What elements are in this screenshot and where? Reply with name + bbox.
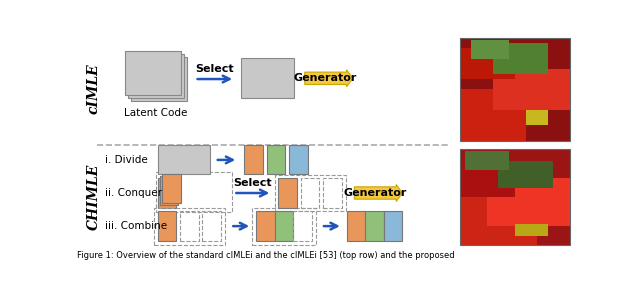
Bar: [460, 163, 515, 197]
Bar: [202, 212, 221, 241]
Bar: [460, 149, 570, 245]
Bar: [460, 149, 570, 245]
Bar: [157, 212, 176, 241]
Bar: [460, 188, 537, 245]
Text: ii. Conquer: ii. Conquer: [105, 188, 162, 198]
Polygon shape: [355, 185, 403, 202]
Text: i. Divide: i. Divide: [105, 155, 148, 165]
Polygon shape: [305, 70, 353, 87]
Bar: [471, 40, 509, 59]
Text: Select: Select: [196, 64, 234, 74]
Bar: [241, 58, 294, 98]
Bar: [493, 43, 548, 74]
Bar: [275, 175, 346, 212]
Bar: [526, 110, 548, 125]
Bar: [465, 151, 509, 170]
Bar: [460, 89, 526, 141]
Bar: [515, 224, 548, 236]
Bar: [162, 174, 180, 203]
Bar: [293, 212, 312, 241]
Text: CHIMLE: CHIMLE: [87, 164, 101, 230]
Text: Figure 1: Overview of the standard cIMLEi and the cIMLEi [53] (top row) and the : Figure 1: Overview of the standard cIMLE…: [77, 251, 455, 260]
Bar: [460, 38, 570, 141]
Bar: [347, 212, 365, 241]
Bar: [267, 144, 285, 174]
Bar: [499, 161, 554, 188]
Bar: [154, 208, 225, 245]
Bar: [384, 212, 403, 241]
Bar: [160, 176, 179, 205]
Bar: [131, 57, 187, 101]
Bar: [128, 54, 184, 98]
Bar: [289, 144, 308, 174]
Bar: [256, 212, 275, 241]
Bar: [460, 38, 570, 141]
Text: Latent Code: Latent Code: [124, 108, 188, 117]
Bar: [323, 178, 342, 208]
Text: Generator: Generator: [344, 188, 407, 198]
Bar: [487, 178, 570, 226]
Bar: [275, 212, 293, 241]
Text: iii. Combine: iii. Combine: [105, 221, 167, 231]
Bar: [156, 172, 232, 212]
Bar: [460, 48, 515, 79]
Bar: [180, 212, 198, 241]
Bar: [493, 69, 570, 110]
Text: cIMLE: cIMLE: [87, 64, 101, 115]
Bar: [365, 212, 384, 241]
Bar: [157, 178, 176, 208]
Bar: [244, 144, 263, 174]
Bar: [301, 178, 319, 208]
Text: Generator: Generator: [294, 73, 357, 83]
Bar: [252, 208, 316, 245]
Bar: [125, 51, 180, 95]
Text: Select: Select: [234, 178, 272, 188]
Bar: [157, 144, 210, 174]
Bar: [278, 178, 297, 208]
